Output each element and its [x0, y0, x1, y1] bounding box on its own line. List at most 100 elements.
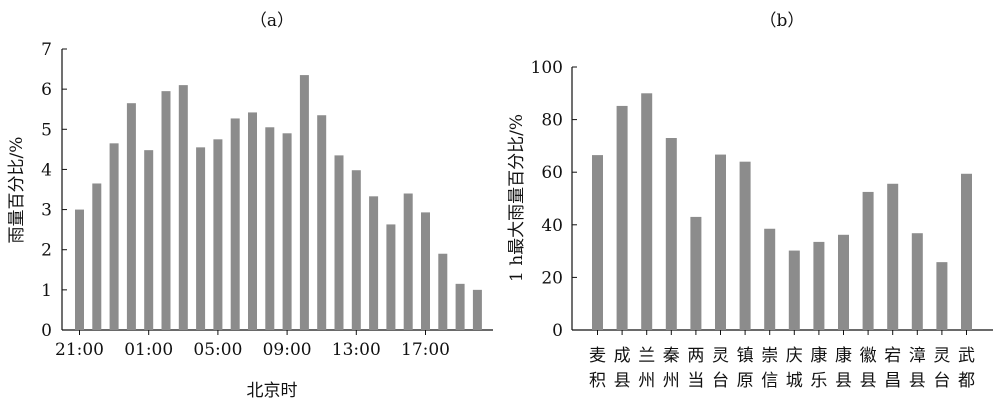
chart-b-x-tick-label: 信: [761, 371, 778, 391]
chart-a-y-axis-label: 雨量百分比/%: [7, 137, 27, 244]
chart-b-x-tick-label: 秦: [663, 346, 680, 366]
chart-a-bar: [299, 75, 309, 330]
chart-a-bar: [75, 209, 84, 330]
chart-a-y-tick-label: 3: [41, 201, 52, 221]
chart-b-x-tick-label: 两: [687, 346, 704, 366]
chart-a-bar: [109, 143, 119, 330]
chart-b-x-tick-label: 镇: [737, 346, 754, 366]
chart-b-x-tick-label: 康: [835, 346, 852, 366]
chart-b-x-tick-label: 积: [589, 371, 606, 391]
chart-a-x-tick-label: 13:00: [332, 340, 381, 360]
chart-b-x-tick-label: 康: [810, 346, 827, 366]
chart-a-bar: [92, 183, 102, 330]
chart-b-x-tick-label: 乐: [810, 371, 827, 391]
chart-a-bar: [334, 155, 344, 330]
chart-a: （a） 雨量百分比/% 北京时 0 1 2 3 4 5 6 7 21:00 01:00 05:00 0…: [7, 11, 493, 401]
chart-a-bar: [421, 212, 430, 330]
chart-a-y-tick-label: 7: [41, 40, 52, 60]
chart-a-bar: [178, 85, 188, 330]
chart-b-x-tick-label: 灵: [933, 346, 950, 366]
chart-a-bar: [351, 170, 361, 330]
chart-b-x-tick-label: 成: [614, 346, 631, 366]
chart-b-bar: [592, 155, 603, 330]
chart-b-bar: [862, 191, 874, 330]
chart-a-bar: [161, 91, 171, 331]
chart-a-x-tick-label: 05:00: [193, 340, 242, 360]
chart-b-bar: [715, 154, 726, 330]
chart-b-x-tick-label: 徽: [860, 346, 877, 366]
chart-a-bar: [230, 118, 240, 330]
chart-b-bar: [936, 262, 948, 330]
chart-b-bar: [813, 241, 825, 330]
chart-b-x-tick-label: 县: [860, 371, 877, 391]
chart-a-bar: [144, 150, 154, 330]
chart-b-x-tick-label: 兰: [638, 346, 655, 366]
chart-b-bar: [690, 216, 702, 330]
chart-b-bar: [665, 138, 677, 330]
chart-b-x-tick-label: 城: [786, 371, 803, 391]
chart-a-y-tick-label: 2: [41, 241, 52, 261]
chart-a-x-tick-label: 01:00: [124, 340, 173, 360]
chart-b-y-axis-label: 1 h最大雨量百分比/%: [507, 114, 527, 282]
chart-a-x-axis-label: 北京时: [247, 381, 298, 401]
chart-a-y-tick-label: 6: [41, 80, 52, 100]
chart-b-x-tick-label: 县: [909, 371, 926, 391]
chart-a-x-tick-label: 17:00: [401, 340, 450, 360]
chart-b-bar: [838, 234, 849, 330]
chart-b-y-tick-label: 80: [541, 111, 563, 131]
chart-b-bar: [788, 250, 800, 330]
chart-a-title: （a）: [250, 11, 294, 31]
chart-a-x-tick-label: 21:00: [55, 340, 104, 360]
chart-b-x-tick-label: 都: [958, 371, 975, 391]
chart-b-x-tick-label: 原: [737, 371, 754, 391]
chart-a-bar: [282, 133, 292, 330]
chart-a-bar: [248, 112, 257, 330]
chart-b-y-tick-label: 0: [552, 321, 563, 341]
chart-a-bar: [386, 224, 396, 330]
chart-b-x-tick-label: 台: [933, 371, 950, 391]
chart-a-bar: [317, 115, 327, 330]
chart-a-bar: [472, 289, 482, 330]
chart-b-x-tick-label: 州: [638, 371, 655, 391]
chart-b-x-tick-label: 武: [958, 346, 975, 366]
chart-b-x-tick-label: 昌: [884, 371, 901, 391]
chart-b-y-tick-label: 60: [541, 163, 563, 183]
chart-b-bar: [739, 161, 751, 330]
chart-a-bar: [196, 147, 206, 330]
chart-b: （b） 1 h最大雨量百分比/% 020406080100麦积成县兰州秦州两当灵…: [507, 11, 993, 391]
chart-b-y-tick-label: 20: [541, 268, 563, 288]
chart-b-x-tick-label: 宕: [884, 346, 901, 366]
chart-b-x-tick-label: 当: [687, 371, 704, 391]
chart-b-x-tick-label: 县: [835, 371, 852, 391]
chart-a-bar: [126, 103, 136, 330]
chart-a-x-tick-label: 09:00: [263, 340, 312, 360]
chart-b-y-tick-label: 100: [531, 58, 563, 78]
chart-b-title: （b）: [760, 11, 805, 31]
chart-b-x-tick-label: 灵: [712, 346, 729, 366]
chart-a-bar: [265, 127, 275, 331]
chart-a-y-tick-label: 1: [41, 281, 52, 301]
chart-a-y-tick-label: 4: [41, 160, 52, 180]
chart-b-bar: [764, 228, 776, 330]
chart-b-x-tick-label: 漳: [909, 346, 926, 366]
chart-a-bar: [369, 196, 379, 330]
chart-b-bar: [961, 173, 972, 330]
chart-a-bar: [403, 193, 413, 330]
chart-b-x-tick-label: 台: [712, 371, 729, 391]
chart-b-x-tick-label: 麦: [589, 346, 606, 366]
chart-a-bar: [213, 139, 223, 330]
chart-a-y-tick-label: 5: [41, 120, 52, 140]
chart-b-bar: [887, 183, 899, 330]
chart-b-x-tick-label: 庆: [786, 346, 803, 366]
chart-a-bar: [438, 253, 448, 330]
chart-b-x-tick-label: 崇: [761, 346, 778, 366]
chart-b-bar: [641, 93, 653, 330]
chart-b-x-tick-label: 县: [614, 371, 631, 391]
chart-b-bar: [616, 105, 628, 330]
chart-b-bar: [911, 233, 923, 330]
chart-b-y-tick-label: 40: [541, 216, 563, 236]
chart-a-bar: [455, 283, 465, 330]
chart-a-y-tick-label: 0: [41, 321, 52, 341]
chart-b-x-tick-label: 州: [663, 371, 680, 391]
